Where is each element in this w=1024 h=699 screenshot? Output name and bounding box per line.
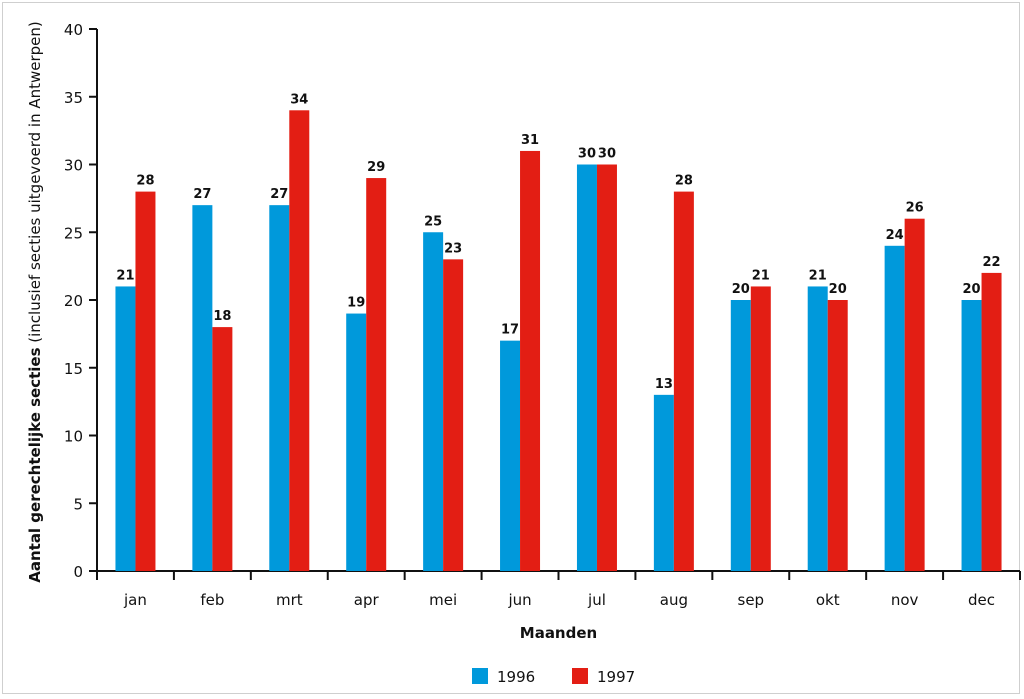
bar-1996-jun: [500, 340, 521, 571]
y-axis-title: Aantal gerechtelijke secties (inclusief …: [26, 21, 44, 583]
data-label-1996-feb: 27: [193, 187, 211, 202]
x-tick-label: jul: [587, 591, 606, 609]
data-label-1996-apr: 19: [347, 296, 365, 311]
x-tick-label: okt: [816, 591, 840, 609]
legend-swatch-1996: [472, 668, 488, 684]
y-tick-label: 40: [64, 21, 83, 39]
bar-1996-dec: [961, 300, 982, 571]
legend: 1996 1997: [472, 668, 635, 686]
data-label-1997-jul: 30: [598, 147, 616, 162]
bar-1996-aug: [653, 394, 674, 571]
data-label-1996-jul: 30: [578, 147, 596, 162]
legend-swatch-1997: [572, 668, 588, 684]
data-label-1997-jan: 28: [136, 174, 154, 189]
data-label-1996-jun: 17: [501, 323, 519, 338]
data-label-1997-sep: 21: [752, 268, 770, 283]
bar-1997-okt: [827, 300, 848, 571]
x-tick-label: nov: [891, 591, 919, 609]
y-tick-label: 5: [73, 495, 83, 513]
data-label-1996-aug: 13: [655, 377, 673, 392]
bar-1997-mrt: [289, 110, 310, 572]
legend-label-1997: 1997: [597, 668, 635, 686]
x-tick-label: dec: [968, 591, 995, 609]
x-tick-label: mrt: [276, 591, 303, 609]
x-tick-label: sep: [738, 591, 765, 609]
legend-label-1996: 1996: [497, 668, 535, 686]
bar-1996-feb: [192, 205, 213, 571]
bar-1997-jun: [520, 150, 541, 571]
data-label-1996-dec: 20: [962, 282, 980, 297]
x-tick-label: feb: [200, 591, 224, 609]
bar-1997-dec: [981, 272, 1002, 571]
data-label-1996-mrt: 27: [270, 187, 288, 202]
data-label-1997-dec: 22: [982, 255, 1000, 270]
y-tick-label: 20: [64, 292, 83, 310]
data-label-1997-mrt: 34: [290, 92, 308, 107]
bar-1997-nov: [904, 218, 925, 571]
x-tick-label: mei: [429, 591, 457, 609]
bar-1997-jul: [596, 164, 617, 571]
data-label-1996-sep: 20: [732, 282, 750, 297]
bars: [115, 110, 1002, 572]
bar-1997-jan: [135, 191, 156, 571]
data-label-1997-aug: 28: [675, 174, 693, 189]
y-tick-label: 10: [64, 428, 83, 446]
y-axis-title-bold: Aantal gerechtelijke secties: [26, 347, 44, 582]
bar-1997-sep: [750, 286, 771, 571]
bar-1997-feb: [212, 327, 233, 571]
data-label-1997-apr: 29: [367, 160, 385, 175]
x-axis: jan feb mrt apr mei jun jul aug sep okt nov dec: [96, 570, 1021, 609]
y-tick-label: 25: [64, 224, 83, 242]
x-tick-label: jan: [123, 591, 147, 609]
y-tick-label: 0: [73, 563, 83, 581]
data-label-1997-feb: 18: [213, 309, 231, 324]
data-label-1997-nov: 26: [906, 201, 924, 216]
bar-1996-nov: [884, 245, 905, 572]
bar-1996-jan: [115, 286, 136, 571]
x-tick-label: apr: [354, 591, 380, 609]
y-tick-label: 15: [64, 360, 83, 378]
data-label-1996-okt: 21: [809, 268, 827, 283]
bar-1996-jul: [576, 164, 597, 571]
data-label-1996-mei: 25: [424, 214, 442, 229]
bar-1997-apr: [366, 178, 387, 572]
x-tick-label: jun: [507, 591, 531, 609]
bar-1996-sep: [730, 300, 751, 571]
bar-1997-aug: [673, 191, 694, 571]
y-axis-title-rest: (inclusief secties uitgevoerd in Antwerp…: [26, 21, 44, 347]
data-label-1997-okt: 20: [829, 282, 847, 297]
bar-1996-mrt: [269, 205, 290, 571]
y-tick-label: 30: [64, 157, 83, 175]
x-axis-title: Maanden: [520, 624, 597, 642]
y-tick-label: 35: [64, 89, 83, 107]
data-label-1996-nov: 24: [886, 228, 904, 243]
data-label-1996-jan: 21: [116, 268, 134, 283]
y-axis: 0 5 10 15 20 25 30 35 40: [64, 21, 98, 581]
bar-1996-okt: [807, 286, 828, 571]
data-label-1997-jun: 31: [521, 133, 539, 148]
data-label-1997-mei: 23: [444, 241, 462, 256]
bar-1997-mei: [443, 259, 464, 571]
bar-1996-apr: [346, 313, 367, 571]
bar-1996-mei: [423, 232, 444, 571]
x-tick-label: aug: [660, 591, 688, 609]
